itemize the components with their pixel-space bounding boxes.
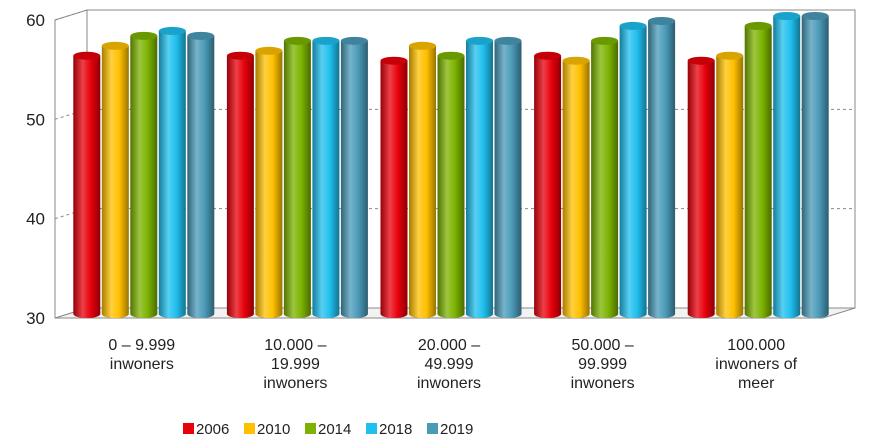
bar xyxy=(73,55,101,318)
bar-top xyxy=(187,31,215,40)
bar xyxy=(648,20,676,318)
chart-bars xyxy=(73,12,829,319)
bar-top xyxy=(380,56,408,65)
bar xyxy=(340,40,368,318)
bar xyxy=(409,45,436,318)
bar xyxy=(716,55,744,318)
legend-swatch xyxy=(366,423,377,434)
y-tick-label: 30 xyxy=(26,309,45,328)
legend-swatch xyxy=(427,423,438,434)
bar-top xyxy=(101,41,129,50)
bar-top xyxy=(283,36,311,45)
bar-top xyxy=(255,46,283,55)
bar xyxy=(466,40,493,318)
chart-legend: 2006 2010 2014 2018 2019 xyxy=(183,421,473,438)
bar-top xyxy=(73,51,101,60)
legend-swatch xyxy=(244,423,255,434)
bar xyxy=(562,60,590,318)
bar-top xyxy=(648,16,676,25)
bar xyxy=(744,25,772,318)
bar-top xyxy=(744,21,772,30)
bar xyxy=(591,40,619,318)
bar xyxy=(187,35,215,318)
bar-top xyxy=(801,12,829,20)
bar xyxy=(255,50,283,319)
bar-top xyxy=(409,41,436,50)
bar-top xyxy=(716,51,744,60)
bar xyxy=(380,60,408,318)
legend-label: 2018 xyxy=(379,421,412,438)
bar xyxy=(158,30,186,319)
bar-top xyxy=(562,56,590,65)
x-category-label: 20.000 –49.999 inwoners xyxy=(417,337,481,392)
bar-top xyxy=(312,36,340,45)
bar-top xyxy=(158,26,186,35)
bar-top xyxy=(437,51,465,60)
bar xyxy=(226,55,254,318)
bar-top xyxy=(466,36,493,45)
bar-top xyxy=(619,21,647,30)
x-category-label: 0 – 9.999 inwoners xyxy=(108,337,175,373)
bar-top xyxy=(687,56,715,65)
x-category-label: 10.000 –19.999 inwoners xyxy=(263,337,327,392)
y-tick-label: 60 xyxy=(26,11,45,30)
bar-top xyxy=(591,36,619,45)
bar xyxy=(534,55,562,318)
legend-swatch xyxy=(305,423,316,434)
bar-top xyxy=(226,51,254,60)
bar-top xyxy=(340,36,368,45)
bar xyxy=(687,60,715,318)
bar xyxy=(773,16,801,318)
bar xyxy=(494,40,522,318)
bar xyxy=(619,25,647,318)
legend-swatch xyxy=(183,423,194,434)
bar-top xyxy=(130,31,158,40)
bar xyxy=(283,40,311,318)
chart-labels: 30 40 50 60 0 – 9.999 inwoners 10.000 –19.999 i… xyxy=(26,11,798,392)
legend-label: 2010 xyxy=(257,421,290,438)
bar xyxy=(312,40,340,318)
bar xyxy=(101,45,129,319)
legend-label: 2019 xyxy=(440,421,473,438)
bar xyxy=(437,55,465,318)
legend-label: 2014 xyxy=(318,421,351,438)
bar xyxy=(801,16,829,318)
bar-top xyxy=(494,36,522,45)
legend-label: 2006 xyxy=(196,421,229,438)
bar-top xyxy=(534,51,562,60)
x-category-label: 50.000 –99.999 inwoners xyxy=(571,337,635,392)
y-tick-label: 50 xyxy=(26,110,45,129)
y-tick-label: 40 xyxy=(26,210,45,229)
x-category-label: 100.000 inwoners of meer xyxy=(715,337,797,392)
bar-top xyxy=(773,12,801,20)
bar xyxy=(130,35,158,318)
